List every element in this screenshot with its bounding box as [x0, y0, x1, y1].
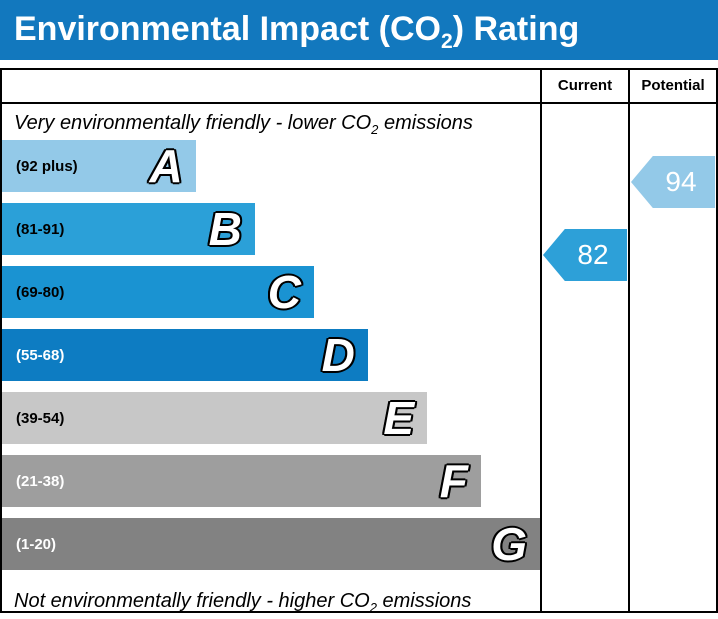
band-a-range-label: (92 plus) [16, 157, 78, 175]
top-note: Very environmentally friendly - lower CO… [2, 104, 540, 140]
potential-rating-value: 94 [665, 166, 697, 197]
potential-column: 94 [628, 104, 716, 611]
band-c-letter: C [267, 266, 302, 318]
band-row-c: (69-80) C [2, 266, 315, 318]
band-row-a: (92 plus) A [2, 140, 196, 192]
band-b-letter: B [208, 203, 242, 255]
band-g-letter: G [491, 518, 527, 570]
top-note-text-end: emissions [378, 112, 473, 134]
band-f-range-label: (21-38) [16, 472, 65, 490]
band-f-letter: F [439, 455, 468, 507]
current-column-header: Current [540, 70, 628, 104]
band-row-e: (39-54) E [2, 392, 428, 444]
bottom-note-subscript: 2 [369, 600, 377, 611]
band-row-d: (55-68) D [2, 329, 368, 381]
chart-title-bar: Environmental Impact (CO2) Rating [0, 0, 718, 60]
title-text-end: ) Rating [452, 10, 580, 48]
potential-rating-arrow: 94 [631, 156, 715, 208]
band-row-g: (1-20) G [2, 518, 540, 570]
band-a-letter: A [149, 140, 183, 192]
current-rating-value: 82 [577, 239, 609, 270]
table-corner-cell [2, 70, 540, 104]
rating-table: Current Potential Very environmentally f… [0, 68, 718, 613]
band-e-range-label: (39-54) [16, 409, 65, 427]
band-d-letter: D [321, 329, 355, 381]
title-text-start: Environmental Impact (CO [14, 10, 441, 48]
band-d-range-label: (55-68) [16, 346, 65, 364]
current-column: 82 [540, 104, 628, 611]
bottom-note-text-end: emissions [376, 590, 472, 611]
title-subscript: 2 [440, 29, 453, 53]
potential-column-header: Potential [628, 70, 716, 104]
band-row-f: (21-38) F [2, 455, 481, 507]
bands-area: Very environmentally friendly - lower CO… [2, 104, 540, 611]
top-note-text-start: Very environmentally friendly - lower CO [14, 112, 372, 134]
band-row-b: (81-91) B [2, 203, 255, 255]
top-note-subscript: 2 [371, 122, 379, 137]
chart-title: Environmental Impact (CO2) Rating [14, 0, 718, 71]
band-g-range-label: (1-20) [16, 535, 57, 553]
band-c-range-label: (69-80) [16, 283, 65, 301]
current-rating-arrow: 82 [543, 229, 627, 281]
bottom-note: Not environmentally friendly - higher CO… [2, 581, 540, 611]
band-e-letter: E [383, 392, 415, 444]
band-b-range-label: (81-91) [16, 220, 65, 238]
bottom-note-text-start: Not environmentally friendly - higher CO [14, 590, 370, 611]
